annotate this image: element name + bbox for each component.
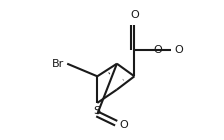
Text: O: O bbox=[153, 45, 162, 55]
Text: Br: Br bbox=[52, 59, 64, 69]
Text: O: O bbox=[130, 10, 139, 20]
Text: O: O bbox=[120, 120, 128, 130]
Text: O: O bbox=[174, 45, 183, 55]
Text: S: S bbox=[94, 106, 101, 116]
